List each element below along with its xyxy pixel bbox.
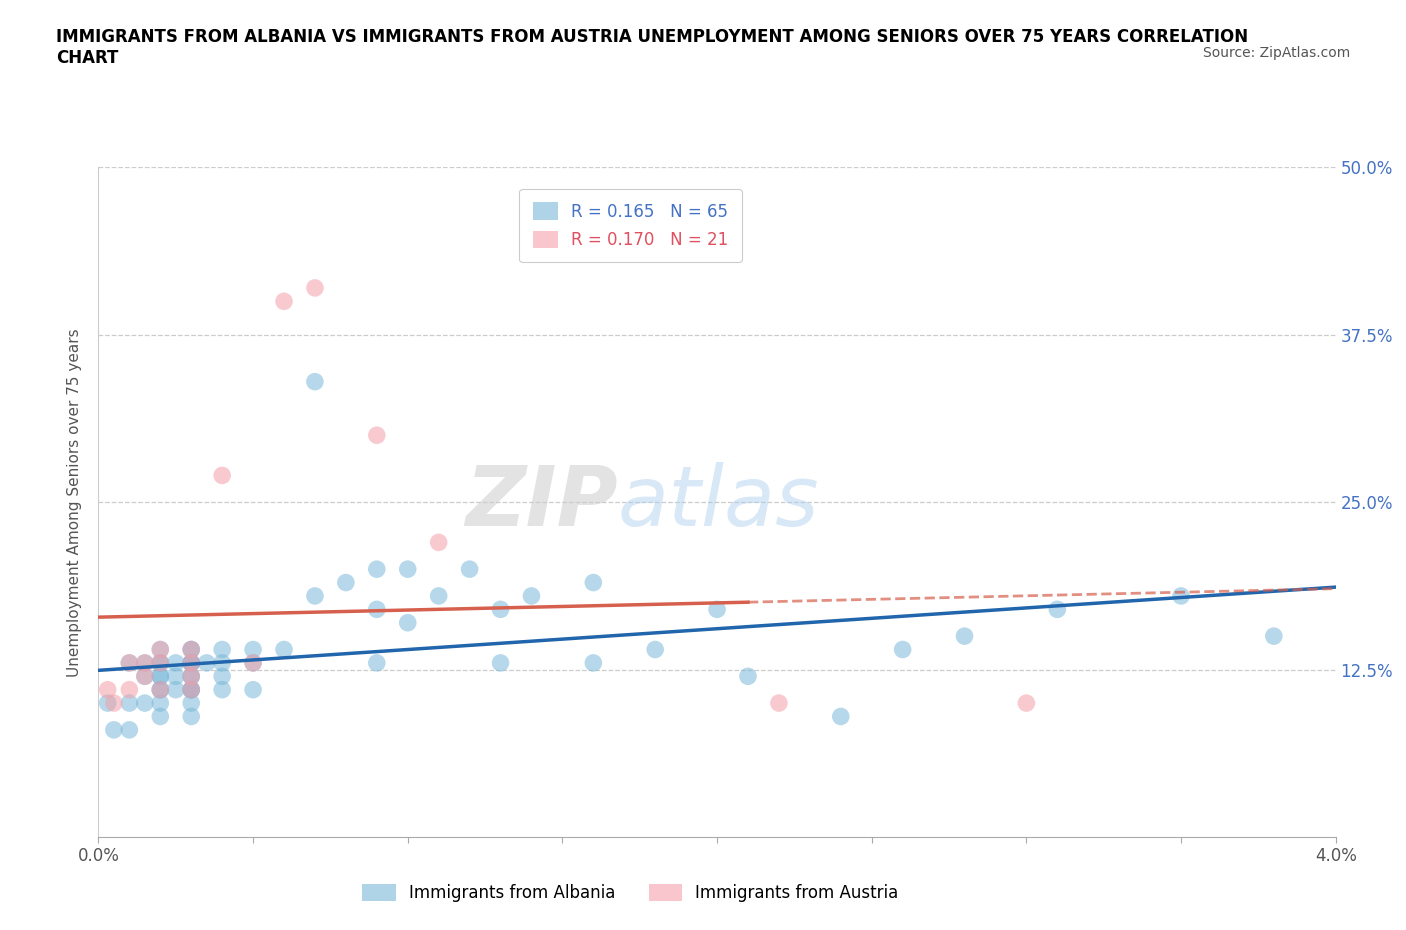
Point	[396, 616, 419, 631]
Text: IMMIGRANTS FROM ALBANIA VS IMMIGRANTS FROM AUSTRIA UNEMPLOYMENT AMONG SENIORS OV: IMMIGRANTS FROM ALBANIA VS IMMIGRANTS FR…	[56, 28, 1249, 67]
Point	[180, 669, 202, 684]
Point	[520, 589, 543, 604]
Point	[427, 535, 450, 550]
Point	[427, 589, 450, 604]
Point	[830, 709, 852, 724]
Point	[118, 723, 141, 737]
Point	[149, 683, 172, 698]
Point	[706, 602, 728, 617]
Point	[366, 656, 388, 671]
Point	[180, 642, 202, 657]
Point	[97, 696, 120, 711]
Text: atlas: atlas	[619, 461, 820, 543]
Point	[1170, 589, 1192, 604]
Point	[180, 709, 202, 724]
Point	[891, 642, 914, 657]
Point	[134, 669, 156, 684]
Point	[211, 683, 233, 698]
Point	[242, 683, 264, 698]
Point	[304, 281, 326, 296]
Point	[103, 723, 125, 737]
Point	[180, 642, 202, 657]
Point	[165, 683, 187, 698]
Point	[366, 562, 388, 577]
Point	[149, 656, 172, 671]
Point	[273, 294, 295, 309]
Point	[458, 562, 481, 577]
Point	[165, 656, 187, 671]
Point	[273, 642, 295, 657]
Y-axis label: Unemployment Among Seniors over 75 years: Unemployment Among Seniors over 75 years	[67, 328, 83, 676]
Point	[149, 683, 172, 698]
Point	[180, 669, 202, 684]
Point	[211, 656, 233, 671]
Point	[149, 669, 172, 684]
Point	[180, 683, 202, 698]
Point	[489, 656, 512, 671]
Point	[335, 575, 357, 590]
Point	[149, 669, 172, 684]
Point	[134, 656, 156, 671]
Point	[149, 642, 172, 657]
Point	[180, 656, 202, 671]
Text: ZIP: ZIP	[465, 461, 619, 543]
Point	[242, 642, 264, 657]
Point	[1263, 629, 1285, 644]
Point	[180, 683, 202, 698]
Legend: Immigrants from Albania, Immigrants from Austria: Immigrants from Albania, Immigrants from…	[356, 878, 905, 909]
Point	[489, 602, 512, 617]
Point	[953, 629, 976, 644]
Point	[737, 669, 759, 684]
Point	[211, 669, 233, 684]
Point	[582, 656, 605, 671]
Text: Source: ZipAtlas.com: Source: ZipAtlas.com	[1202, 46, 1350, 60]
Point	[149, 656, 172, 671]
Point	[118, 696, 141, 711]
Point	[180, 683, 202, 698]
Point	[768, 696, 790, 711]
Point	[97, 683, 120, 698]
Point	[242, 656, 264, 671]
Point	[134, 669, 156, 684]
Point	[149, 683, 172, 698]
Point	[165, 669, 187, 684]
Point	[366, 602, 388, 617]
Point	[1015, 696, 1038, 711]
Point	[211, 642, 233, 657]
Point	[180, 656, 202, 671]
Point	[195, 656, 218, 671]
Point	[366, 428, 388, 443]
Point	[118, 656, 141, 671]
Point	[242, 656, 264, 671]
Point	[180, 683, 202, 698]
Point	[118, 656, 141, 671]
Point	[149, 642, 172, 657]
Point	[149, 709, 172, 724]
Point	[149, 696, 172, 711]
Point	[180, 669, 202, 684]
Point	[644, 642, 666, 657]
Point	[582, 575, 605, 590]
Point	[180, 656, 202, 671]
Point	[134, 656, 156, 671]
Point	[180, 656, 202, 671]
Point	[118, 683, 141, 698]
Point	[134, 696, 156, 711]
Point	[211, 468, 233, 483]
Point	[103, 696, 125, 711]
Point	[180, 642, 202, 657]
Point	[304, 374, 326, 389]
Point	[149, 656, 172, 671]
Point	[304, 589, 326, 604]
Point	[180, 696, 202, 711]
Point	[1046, 602, 1069, 617]
Point	[396, 562, 419, 577]
